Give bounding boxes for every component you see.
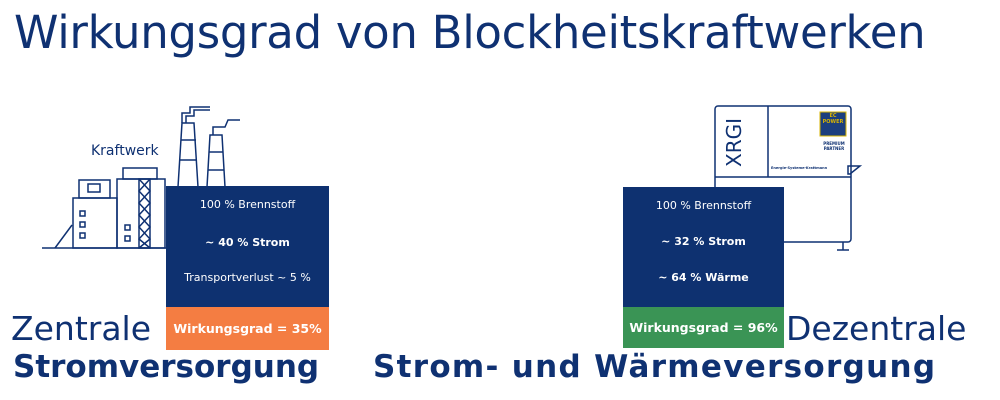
ec-power-logo: EC POWER bbox=[820, 113, 846, 125]
transport-loss-line: Transportverlust ~ 5 % bbox=[184, 271, 311, 284]
efficiency-badge: Wirkungsgrad = 96% bbox=[623, 307, 784, 348]
decentral-heading-light: Dezentrale bbox=[786, 309, 967, 348]
premium-partner: PREMIUM PARTNER bbox=[823, 141, 845, 151]
central-efficiency-box: 100 % Brennstoff ~ 40 % Strom Transportv… bbox=[166, 186, 329, 350]
decentral-efficiency-box: 100 % Brennstoff ~ 32 % Strom ~ 64 % Wär… bbox=[623, 187, 784, 348]
decentral-heading-bold: Strom- und Wärmeversorgung bbox=[373, 349, 937, 385]
page-title: Wirkungsgrad von Blockheitskraftwerken bbox=[14, 6, 926, 59]
xrgi-label: XRGI bbox=[722, 118, 746, 168]
power-plant-label: Kraftwerk bbox=[91, 143, 159, 159]
power-plant-illustration bbox=[42, 106, 240, 249]
fuel-line: 100 % Brennstoff bbox=[199, 198, 296, 211]
logo-text: EC POWER bbox=[822, 113, 844, 125]
brand-text: Energie-Systeme-Krattmann bbox=[771, 166, 828, 170]
central-heading-bold: Stromversorgung bbox=[13, 349, 320, 385]
central-heading-light: Zentrale bbox=[11, 309, 152, 348]
electricity-line: ~ 40 % Strom bbox=[205, 236, 290, 249]
fuel-line: 100 % Brennstoff bbox=[655, 199, 752, 212]
efficiency-badge: Wirkungsgrad = 35% bbox=[166, 307, 329, 350]
electricity-line: ~ 32 % Strom bbox=[661, 235, 746, 248]
heat-line: ~ 64 % Wärme bbox=[658, 271, 749, 284]
